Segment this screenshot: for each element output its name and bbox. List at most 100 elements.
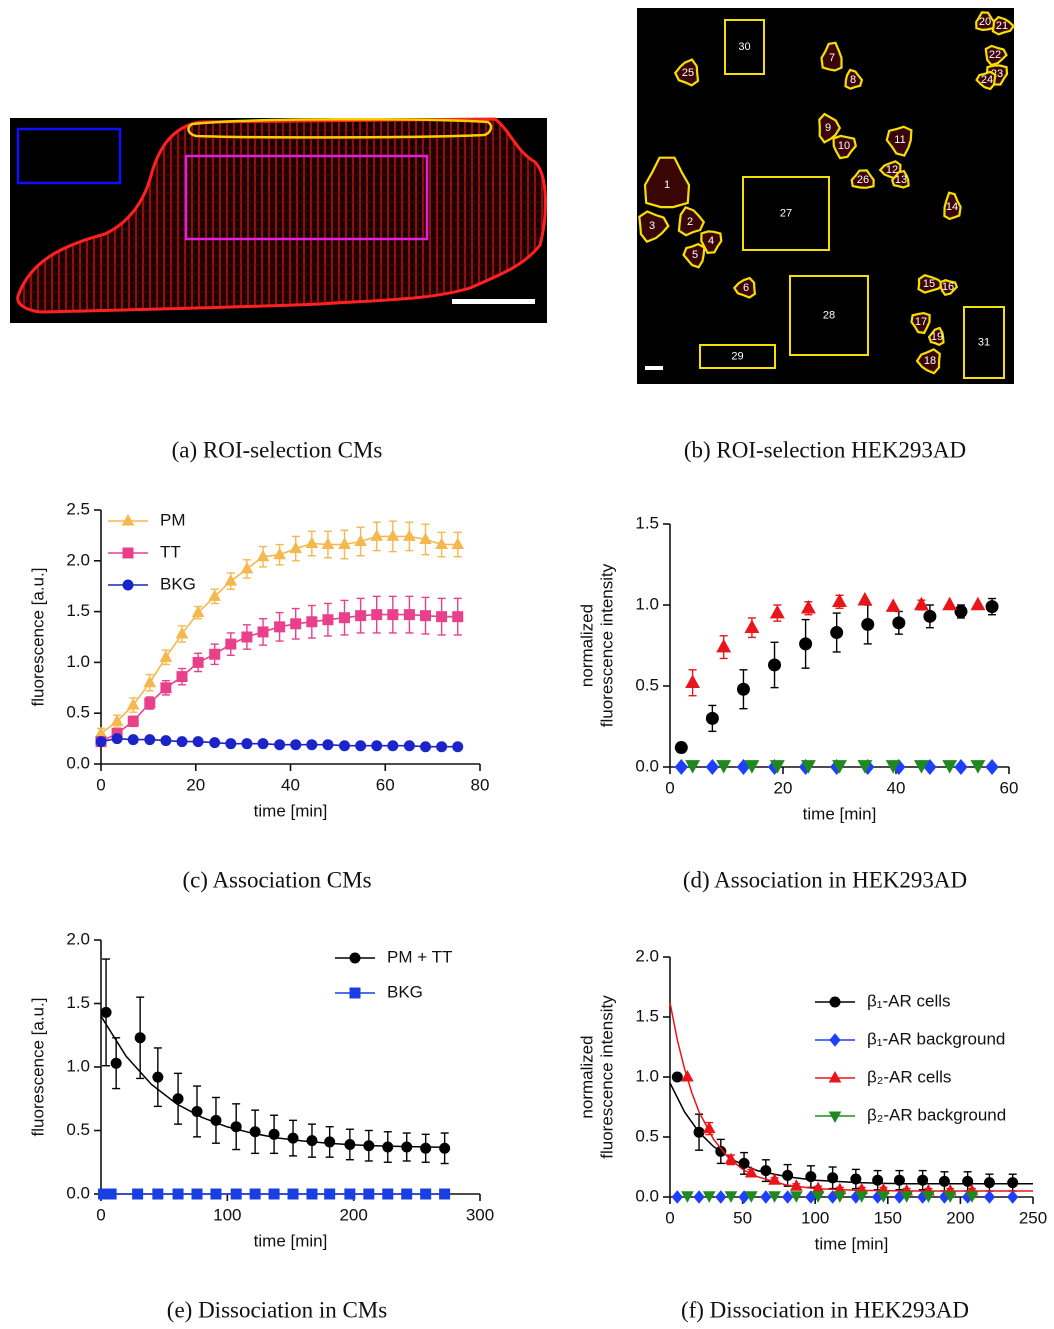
y-tick-label: 0.5 — [66, 703, 90, 722]
y-tick-label: 1.5 — [66, 601, 90, 620]
fit-curve — [100, 1015, 443, 1149]
roi-label: 2 — [687, 216, 693, 228]
caption: (f) Dissociation in HEK293AD — [681, 1297, 969, 1322]
legend-marker — [828, 1070, 842, 1083]
marker — [105, 1188, 117, 1200]
legend-label: TT — [160, 542, 181, 561]
roi-label: 27 — [780, 207, 792, 219]
marker — [127, 734, 139, 746]
x-tick-label: 60 — [1000, 778, 1019, 797]
marker — [338, 537, 351, 550]
x-tick-label: 100 — [801, 1208, 829, 1227]
marker — [436, 611, 448, 623]
marker — [289, 541, 303, 554]
marker — [152, 1188, 164, 1200]
y-tick-label: 1.0 — [635, 1066, 659, 1085]
marker — [832, 760, 847, 774]
x-tick-label: 80 — [471, 775, 490, 794]
x-tick-label: 100 — [213, 1205, 241, 1224]
marker — [857, 591, 873, 606]
marker — [324, 1136, 336, 1148]
roi-label: 18 — [924, 355, 936, 367]
marker — [355, 740, 367, 752]
y-tick-label: 1.5 — [635, 513, 659, 532]
marker — [872, 1174, 884, 1186]
marker — [306, 616, 318, 628]
legend-marker — [829, 996, 841, 1008]
y-tick-label: 2.5 — [66, 499, 90, 518]
roi-label: 12 — [886, 164, 898, 176]
marker — [192, 656, 204, 668]
x-tick-label: 40 — [281, 775, 300, 794]
marker — [371, 740, 383, 752]
marker — [715, 1145, 727, 1157]
marker — [800, 600, 816, 614]
roi-label: 3 — [649, 220, 655, 232]
x-tick-label: 0 — [665, 778, 674, 797]
marker — [290, 618, 302, 630]
marker — [306, 1188, 318, 1200]
marker — [322, 614, 334, 626]
marker — [892, 616, 906, 630]
marker — [923, 609, 937, 623]
roi-label: 19 — [931, 331, 943, 343]
marker — [716, 638, 732, 653]
marker — [111, 733, 123, 745]
roi-label: 20 — [979, 16, 991, 28]
marker — [175, 626, 189, 639]
marker — [126, 698, 140, 710]
marker — [685, 760, 701, 774]
x-tick-label: 20 — [774, 778, 793, 797]
marker — [800, 760, 816, 774]
x-tick-label: 40 — [887, 778, 906, 797]
roi-label: 1 — [664, 179, 670, 191]
roi-cell — [638, 210, 670, 244]
marker — [210, 1188, 222, 1200]
marker — [420, 610, 432, 622]
marker — [225, 738, 237, 750]
roi-label: 21 — [996, 20, 1008, 32]
roi-cell — [732, 276, 757, 299]
roi-label: 11 — [894, 134, 905, 146]
marker — [913, 596, 929, 611]
marker — [716, 760, 732, 774]
roi-background — [16, 127, 122, 185]
x-tick-label: 150 — [874, 1208, 902, 1227]
marker — [387, 609, 399, 621]
y-tick-label: 1.0 — [635, 594, 659, 613]
x-axis-label: time [min] — [254, 801, 328, 820]
legend-label: β₂-AR cells — [867, 1067, 951, 1086]
marker — [832, 593, 847, 608]
marker — [681, 1191, 694, 1203]
legend-label: BKG — [160, 574, 196, 593]
marker — [827, 1172, 839, 1184]
marker — [420, 1188, 432, 1200]
marker — [420, 741, 432, 753]
roi-label: 26 — [857, 174, 869, 186]
marker — [143, 675, 157, 688]
marker — [983, 1190, 996, 1204]
marker — [685, 674, 701, 689]
marker — [789, 1179, 803, 1191]
marker — [191, 1188, 203, 1200]
legend-label: BKG — [387, 982, 423, 1001]
marker — [435, 537, 448, 550]
marker — [452, 741, 464, 753]
y-tick-label: 0.5 — [66, 1120, 90, 1139]
marker — [321, 537, 335, 550]
marker — [681, 1069, 694, 1082]
marker — [387, 740, 399, 752]
marker — [134, 1032, 146, 1044]
marker — [403, 740, 415, 752]
marker — [224, 574, 238, 586]
marker — [386, 529, 400, 541]
marker — [855, 1191, 869, 1203]
roi-label: 25 — [682, 67, 694, 79]
marker — [799, 637, 813, 651]
marker — [403, 529, 416, 541]
marker — [274, 739, 286, 751]
x-tick-label: 0 — [96, 1205, 105, 1224]
marker — [724, 1152, 738, 1165]
legend-marker — [349, 952, 361, 964]
